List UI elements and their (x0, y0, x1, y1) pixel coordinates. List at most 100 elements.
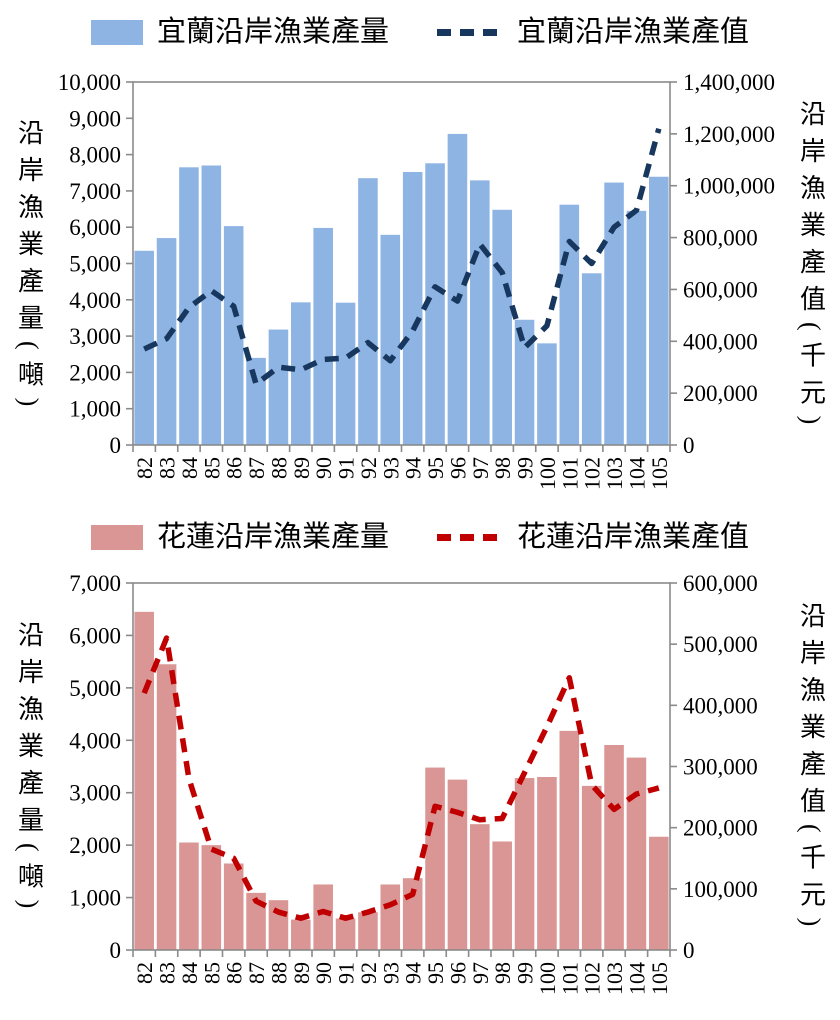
left-tick-label: 10,000 (58, 70, 121, 95)
right-tick-label: 1,000,000 (683, 174, 775, 199)
right-tick-label: 200,000 (683, 816, 758, 841)
right-tick-label: 400,000 (683, 693, 758, 718)
bar-104 (626, 210, 647, 445)
left-tick-label: 8,000 (69, 143, 121, 168)
x-label-84: 84 (177, 457, 202, 479)
x-label-101: 101 (557, 457, 582, 490)
bar-swatch (90, 524, 143, 550)
x-label-104: 104 (624, 457, 649, 490)
value-line (141, 635, 660, 921)
x-label-95: 95 (423, 457, 448, 479)
bar-100 (537, 776, 557, 950)
x-label-96: 96 (445, 457, 470, 479)
hualien-plot: 0 1,000 2,000 3,000 4,000 5,000 6,000 7,000 0 100… (69, 571, 758, 995)
x-label-103: 103 (602, 457, 627, 490)
bar-85 (201, 165, 222, 445)
left-tick-label: 1,000 (69, 397, 121, 422)
x-label-91: 91 (334, 457, 359, 479)
yilan-legend: 宜蘭沿岸漁業產量 宜蘭沿岸漁業產值 (0, 14, 840, 50)
x-label-92: 92 (356, 457, 381, 479)
bar-100 (537, 343, 557, 445)
bar-103 (604, 745, 624, 950)
yilan-chart: 宜蘭沿岸漁業產量 宜蘭沿岸漁業產值 沿岸漁業產量(噸) 沿岸漁業產值(千元) 0… (0, 0, 840, 505)
bar-90 (313, 884, 333, 950)
x-label-88: 88 (266, 457, 291, 479)
x-label-99: 99 (513, 962, 538, 984)
left-tick-label: 3,000 (69, 781, 121, 806)
bar-89 (291, 919, 311, 950)
x-label-87: 87 (244, 457, 269, 479)
bar-87 (246, 892, 266, 950)
x-label-100: 100 (535, 457, 560, 490)
right-tick-label: 200,000 (683, 381, 758, 406)
left-tick-label: 5,000 (69, 252, 121, 277)
x-label-100: 100 (535, 962, 560, 995)
x-label-90: 90 (311, 457, 336, 479)
x-label-94: 94 (401, 962, 426, 984)
left-tick-label: 0 (110, 938, 122, 963)
x-label-97: 97 (468, 457, 493, 479)
left-tick-label: 0 (110, 433, 122, 458)
bar-105 (649, 836, 669, 950)
x-label-96: 96 (445, 962, 470, 984)
x-label-98: 98 (490, 457, 515, 479)
x-label-98: 98 (490, 962, 515, 984)
bar-85 (201, 845, 222, 950)
legend-label-volume: 宜蘭沿岸漁業產量 (156, 16, 389, 48)
bar-101 (559, 730, 580, 950)
hualien-legend: 花蓮沿岸漁業產量 花蓮沿岸漁業產值 (0, 519, 840, 555)
dashed-line-swatch (437, 533, 503, 541)
bar-96 (447, 779, 468, 950)
left-tick-label: 6,000 (69, 215, 121, 240)
x-label-85: 85 (199, 457, 224, 479)
x-label-87: 87 (244, 962, 269, 984)
right-tick-label: 0 (683, 938, 695, 963)
left-tick-label: 9,000 (69, 106, 121, 131)
x-label-104: 104 (624, 962, 649, 995)
right-tick-label: 1,200,000 (683, 122, 775, 147)
bar-84 (179, 167, 199, 445)
bar-88 (268, 900, 289, 950)
right-tick-label: 800,000 (683, 226, 758, 251)
x-label-89: 89 (289, 962, 314, 984)
x-label-103: 103 (602, 962, 627, 995)
legend-item-volume: 宜蘭沿岸漁業產量 (90, 14, 389, 50)
x-label-88: 88 (266, 962, 291, 984)
bar-95 (425, 767, 445, 950)
x-label-90: 90 (311, 962, 336, 984)
x-label-95: 95 (423, 962, 448, 984)
bar-88 (268, 329, 289, 445)
left-tick-label: 6,000 (69, 623, 121, 648)
left-axis-title: 沿岸漁業產量(噸) (14, 118, 44, 418)
value-line (143, 127, 662, 387)
bar-98 (492, 209, 512, 445)
x-label-102: 102 (580, 457, 605, 490)
bar-86 (223, 863, 244, 950)
bar-98 (492, 841, 512, 950)
bar-104 (626, 757, 647, 950)
x-label-82: 82 (132, 962, 157, 984)
bar-105 (649, 176, 669, 445)
yilan-plot: 0 1,000 2,000 3,000 4,000 5,000 6,000 7,000 8,00… (58, 70, 775, 490)
x-label-93: 93 (378, 962, 403, 984)
x-label-83: 83 (155, 962, 180, 984)
x-label-85: 85 (199, 962, 224, 984)
x-label-97: 97 (468, 962, 493, 984)
right-tick-label: 1,400,000 (683, 70, 775, 95)
legend-label-volume: 花蓮沿岸漁業產量 (156, 521, 389, 553)
x-label-83: 83 (155, 457, 180, 479)
legend-label-value: 宜蘭沿岸漁業產值 (517, 16, 750, 48)
x-label-86: 86 (222, 457, 247, 479)
right-tick-label: 0 (683, 433, 695, 458)
bar-91 (335, 302, 356, 445)
left-tick-label: 4,000 (69, 288, 121, 313)
right-tick-label: 600,000 (683, 277, 758, 302)
legend-item-value: 宜蘭沿岸漁業產值 (437, 14, 749, 50)
right-axis-title: 沿岸漁業產值(千元) (796, 100, 826, 436)
hualien-chart: 花蓮沿岸漁業產量 花蓮沿岸漁業產值 沿岸漁業產量(噸) 沿岸漁業產值(千元) 0… (0, 505, 840, 1020)
x-label-86: 86 (222, 962, 247, 984)
bar-102 (581, 273, 602, 445)
x-label-92: 92 (356, 962, 381, 984)
x-label-82: 82 (132, 457, 157, 479)
legend-label-value: 花蓮沿岸漁業產值 (517, 521, 750, 553)
